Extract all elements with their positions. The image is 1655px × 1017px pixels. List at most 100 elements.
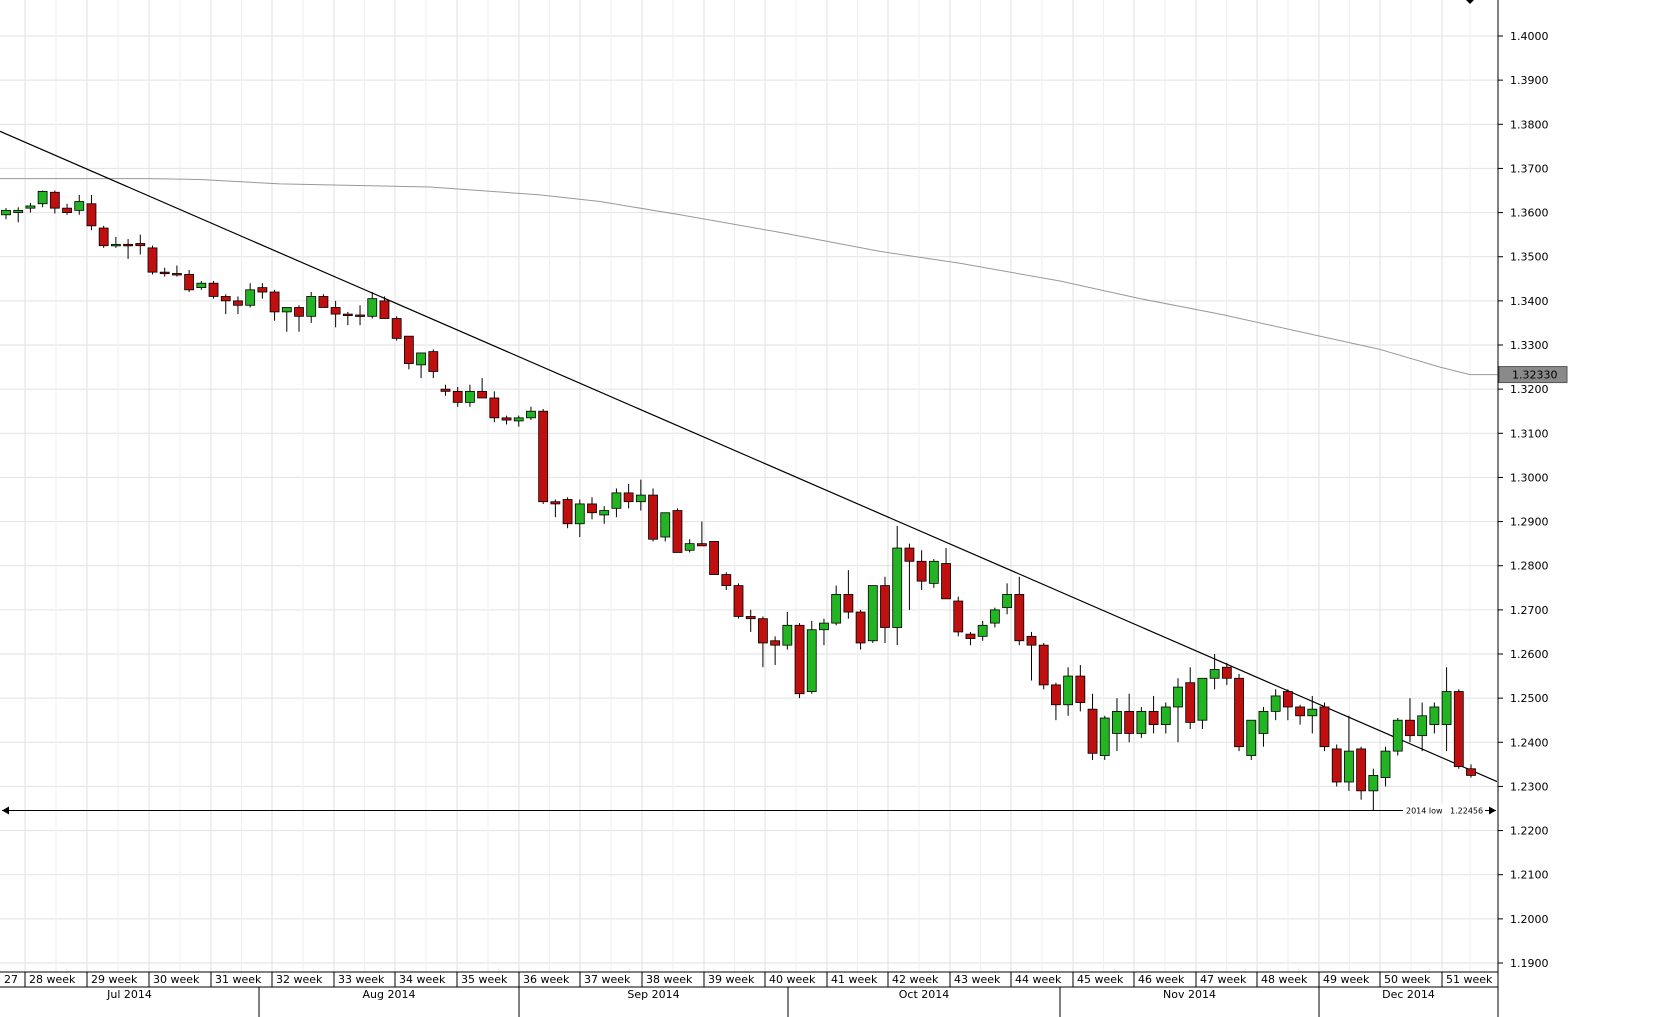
candle-body-up <box>1112 710 1122 734</box>
candle-body-down <box>440 388 451 392</box>
candle-body-down <box>648 494 658 540</box>
candle-body-up <box>1392 719 1403 752</box>
candle <box>428 349 439 379</box>
candle <box>477 378 488 399</box>
candle-body-down <box>1356 748 1367 792</box>
candle <box>831 585 842 626</box>
candle-body-down <box>1087 708 1098 754</box>
candle-body-down <box>123 243 133 247</box>
axis-layer: 1.4000 1.3900 1.3800 1.3700 1.3600 1.3500 1.34… <box>0 0 1568 1017</box>
candle <box>1124 693 1135 743</box>
candle-body-up <box>892 547 903 628</box>
candle <box>257 283 268 299</box>
candle <box>965 631 976 646</box>
candle <box>294 305 304 332</box>
top-marker-icon <box>1466 0 1474 4</box>
candle-body-up <box>306 296 317 317</box>
week-label: 38 week <box>646 973 693 986</box>
candle <box>355 305 365 326</box>
y-tick-label: 1.3500 <box>1510 251 1549 264</box>
candle <box>1429 702 1440 734</box>
week-label: 35 week <box>461 973 508 986</box>
candle-body-down <box>330 307 341 315</box>
support-line-layer: 2014 low 1.22456 <box>2 804 1496 817</box>
candle <box>269 289 280 321</box>
candle-body-down <box>1185 682 1196 723</box>
candle-body-up <box>599 510 610 516</box>
candle-body-up <box>281 307 292 313</box>
candle <box>1087 693 1098 760</box>
candle <box>86 194 97 231</box>
candle <box>1405 698 1415 743</box>
candle-body-up <box>110 243 121 247</box>
week-label: 39 week <box>708 973 755 986</box>
candle-body-down <box>269 291 280 313</box>
candle <box>220 294 231 315</box>
candle-body-up <box>37 190 48 205</box>
candle-body-down <box>1026 635 1037 646</box>
candle <box>123 239 133 259</box>
candle <box>672 508 683 553</box>
candle <box>1295 704 1305 725</box>
candle <box>1026 631 1037 681</box>
y-tick-label: 1.3600 <box>1510 207 1549 220</box>
candle <box>526 406 536 421</box>
candle <box>367 292 378 319</box>
support-label: 2014 low <box>1406 806 1443 815</box>
candle <box>1307 695 1318 734</box>
support-left-arrow-icon <box>2 806 9 815</box>
y-tick-label: 1.2200 <box>1510 825 1549 838</box>
candle-body-up <box>1258 710 1269 734</box>
candle <box>403 335 414 370</box>
candle <box>1319 702 1330 752</box>
week-label: 50 week <box>1384 973 1431 986</box>
candle-body-up <box>367 298 378 317</box>
candle-body-down <box>318 296 329 308</box>
candle <box>1197 677 1208 730</box>
candle <box>513 415 524 427</box>
candle-body-down <box>159 271 170 275</box>
candle <box>501 415 512 425</box>
candle <box>1173 678 1183 743</box>
month-label: Sep 2014 <box>627 988 679 1001</box>
candle-body-down <box>220 296 231 302</box>
candle <box>1136 706 1147 738</box>
candle-body-down <box>1405 719 1415 737</box>
candle-body-up <box>1099 717 1110 756</box>
week-label: 30 week <box>153 973 200 986</box>
candle-body-up <box>1002 594 1012 609</box>
candle-body-down <box>355 314 365 317</box>
candle-body-up <box>1270 695 1281 712</box>
trendline-layer <box>0 130 1498 783</box>
candle <box>1038 642 1049 690</box>
week-label: 31 week <box>215 973 262 986</box>
candle <box>1234 673 1244 752</box>
month-label: Dec 2014 <box>1382 988 1435 1001</box>
candle-body-up <box>989 609 1000 624</box>
candle <box>660 512 671 542</box>
candle-body-down <box>1331 748 1342 783</box>
candle <box>1051 682 1061 721</box>
candle-body-down <box>428 351 439 372</box>
candle-body-up <box>1368 774 1379 792</box>
candle-body-down <box>904 547 915 562</box>
candle <box>770 636 781 666</box>
candle-body-up <box>806 629 817 692</box>
candle <box>1148 695 1159 734</box>
candle-body-down <box>587 503 597 514</box>
y-tick-label: 1.2300 <box>1510 780 1549 793</box>
candle-body-down <box>501 417 512 421</box>
candle <box>1331 744 1342 787</box>
candle <box>928 559 939 588</box>
candle-body-down <box>696 543 707 547</box>
candle-body-up <box>611 492 622 509</box>
candle <box>623 484 634 509</box>
candle-body-down <box>49 191 60 209</box>
candle <box>904 543 915 610</box>
candle-body-down <box>391 318 402 339</box>
candle-body-down <box>1282 691 1293 708</box>
candle <box>709 541 719 575</box>
candle-body-down <box>86 203 97 227</box>
candle <box>684 539 695 553</box>
candle <box>794 623 805 699</box>
